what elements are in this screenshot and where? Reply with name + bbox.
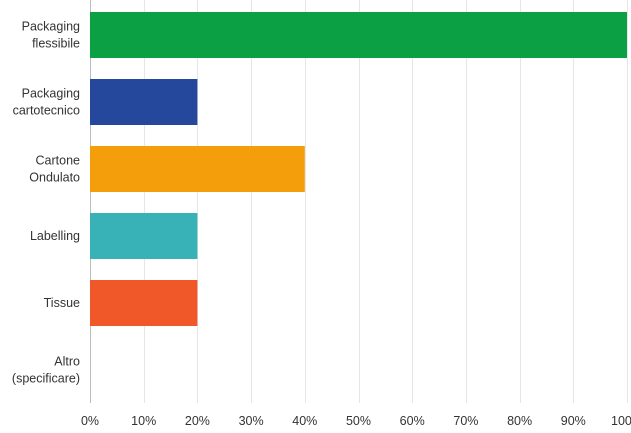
- x-tick-label-80: 80%: [507, 414, 532, 428]
- x-tick-label-30: 30%: [239, 414, 264, 428]
- category-labels: Packaging flessibile Packaging cartotecnico…: [12, 20, 80, 386]
- x-tick-label-10: 10%: [131, 414, 156, 428]
- x-tick-label-50: 50%: [346, 414, 371, 428]
- category-label-line: Cartone: [36, 154, 81, 168]
- category-label-line: flessibile: [32, 37, 80, 51]
- bar-1: [90, 79, 198, 125]
- x-tick-label-100: 100%: [611, 414, 631, 428]
- category-label-line: Ondulato: [29, 171, 80, 185]
- x-tick-labels: 0% 10% 20% 30% 40% 50% 60% 70% 80% 90% 100%: [81, 414, 631, 428]
- category-label-4: Tissue: [44, 296, 80, 310]
- category-label-line: Packaging: [22, 87, 80, 101]
- bar-2: [90, 146, 305, 192]
- category-label-2: Cartone Ondulato: [29, 154, 80, 185]
- category-label-3: Labelling: [30, 229, 80, 243]
- bar-3: [90, 213, 198, 259]
- category-label-1: Packaging cartotecnico: [13, 87, 80, 118]
- x-tick-label-40: 40%: [292, 414, 317, 428]
- category-label-line: Labelling: [30, 229, 80, 243]
- bars: [90, 12, 627, 326]
- grid-lines: [90, 0, 628, 403]
- bar-4: [90, 280, 198, 326]
- x-tick-label-0: 0%: [81, 414, 99, 428]
- category-label-line: Tissue: [44, 296, 80, 310]
- x-tick-label-90: 90%: [561, 414, 586, 428]
- category-label-line: Altro: [54, 355, 80, 369]
- category-label-line: (specificare): [12, 372, 80, 386]
- x-tick-label-60: 60%: [400, 414, 425, 428]
- category-label-line: cartotecnico: [13, 104, 80, 118]
- category-label-5: Altro (specificare): [12, 355, 80, 386]
- category-label-line: Packaging: [22, 20, 80, 34]
- x-tick-label-70: 70%: [453, 414, 478, 428]
- category-label-0: Packaging flessibile: [22, 20, 80, 51]
- bar-0: [90, 12, 627, 58]
- x-tick-label-20: 20%: [185, 414, 210, 428]
